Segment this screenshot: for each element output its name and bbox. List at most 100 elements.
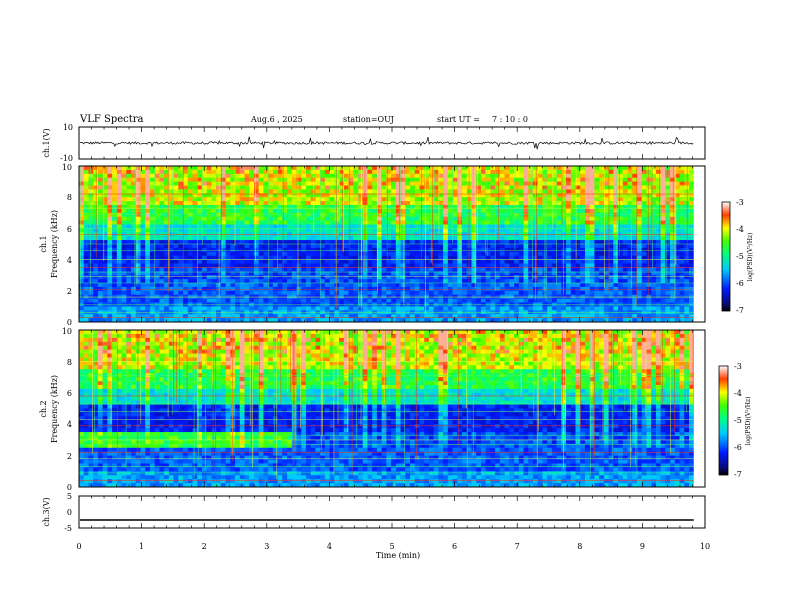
spectrogram-cell [608,181,614,186]
spectrogram-cell [97,259,103,264]
spectrogram-cell [126,205,132,210]
spectrogram-cell [159,177,165,182]
spectrogram-cell [419,314,425,319]
spectrogram-cell [145,240,151,245]
spectrogram-cell [197,177,203,182]
spectrogram-cell [239,205,245,210]
spectrogram-cell [168,240,174,245]
spectrogram-cell [433,193,439,198]
spectrogram-cell [343,228,349,233]
spectrogram-cell [131,193,137,198]
spectrogram-cell [178,275,184,280]
spectrogram-cell [315,306,321,311]
spectrogram-cell [183,290,189,295]
spectrogram-cell [268,251,274,256]
spectrogram-cell [608,275,614,280]
spectrogram-cell [244,205,250,210]
spectrogram-cell [97,189,103,194]
spectrogram-cell [556,166,562,171]
spectrogram-cell [272,298,278,303]
spectrogram-cell [570,283,576,288]
spectrogram-cell [168,255,174,260]
spectrogram-cell [499,208,505,214]
spectrogram-cell [310,259,316,264]
spectrogram-cell [131,177,137,182]
spectrogram-cell [216,267,222,272]
spectrogram-cell [216,185,222,190]
spectrogram-cell [291,193,297,198]
spectrogram-cell [627,275,633,280]
spectrogram-cell [131,244,137,249]
spectrogram-cell [476,228,482,233]
spectrogram-cell [443,212,449,217]
spectrogram-cell [154,244,160,249]
spectrogram-cell [367,216,373,221]
spectrogram-cell [594,267,600,272]
spectrogram-cell [372,271,378,276]
spectrogram-cell [192,318,198,323]
spectrogram-cell [495,177,501,182]
spectrogram-cell [282,173,288,178]
spectrogram-cell [168,236,174,241]
spectrogram-cell [102,197,108,202]
spectrogram-cell [400,185,406,190]
spectrogram-cell [570,212,576,217]
spectrogram-cell [235,181,241,186]
spectrogram-cell [618,318,624,323]
spectrogram-cell [287,263,293,268]
spectrogram-cell [353,189,359,194]
spectrogram-cell [632,279,638,284]
ch1-spectrogram [79,166,705,323]
spectrogram-cell [263,271,269,276]
spectrogram-cell [159,271,165,276]
spectrogram-cell [608,251,614,256]
spectrogram-cell [239,298,245,303]
spectrogram-cell [211,290,217,295]
spectrogram-cell [277,279,283,284]
spectrogram-cell [499,251,505,256]
spectrogram-cell [641,228,647,233]
spectrogram-cell [589,181,595,186]
spectrogram-cell [419,306,425,311]
spectrogram-cell [291,228,297,233]
spectrogram-cell [149,244,155,249]
spectrogram-cell [580,275,586,280]
spectrogram-cell [168,193,174,198]
spectrogram-cell [93,275,99,280]
spectrogram-cell [405,185,411,190]
spectrogram-cell [249,193,255,198]
spectrogram-cell [220,236,226,241]
spectrogram-cell [173,244,179,249]
spectrogram-cell [159,193,165,198]
spectrogram-cell [646,189,652,194]
spectrogram-cell [268,255,274,260]
spectrogram-cell [495,173,501,178]
spectrogram-cell [353,173,359,178]
spectrogram-cell [348,216,354,221]
spectrogram-cell [641,169,647,175]
spectrogram-cell [504,220,510,225]
spectrogram-cell [244,271,250,276]
spectrogram-cell [197,212,203,217]
spectrogram-cell [376,306,382,311]
spectrogram-cell [116,283,122,288]
spectrogram-cell [362,306,368,311]
spectrogram-cell [646,224,652,229]
spectrogram-cell [608,290,614,295]
spectrogram-cell [272,290,278,295]
spectrogram-cell [570,255,576,260]
spectrogram-cell [622,298,628,303]
spectrogram-cell [225,298,231,303]
spectrogram-cell [386,318,392,323]
spectrogram-cell [575,240,581,245]
spectrogram-cell [145,169,151,175]
spectrogram-cell [291,181,297,186]
spectrogram-cell [584,212,590,217]
spectrogram-cell [140,283,146,288]
spectrogram-cell [613,185,619,190]
spectrogram-cell [447,263,453,268]
spectrogram-cell [107,318,113,323]
spectrogram-cell [433,275,439,280]
spectrogram-cell [220,212,226,217]
spectrogram-cell [514,169,520,175]
